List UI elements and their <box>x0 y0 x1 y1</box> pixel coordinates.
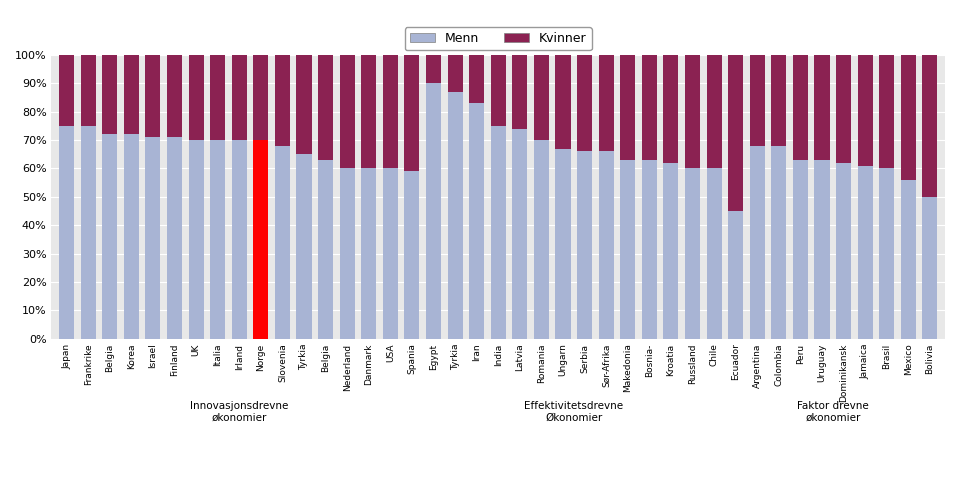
Bar <box>642 160 657 338</box>
Bar <box>684 168 700 338</box>
Bar <box>857 55 873 166</box>
Bar <box>728 55 743 211</box>
Bar <box>663 55 679 163</box>
Bar <box>81 126 96 338</box>
Bar <box>814 55 829 160</box>
Bar <box>771 146 786 338</box>
Bar <box>879 55 895 168</box>
Bar <box>231 55 247 140</box>
Bar <box>750 55 765 146</box>
Bar <box>728 211 743 338</box>
Bar <box>707 55 722 168</box>
Bar <box>836 163 852 338</box>
Bar <box>81 55 96 126</box>
Bar <box>663 163 679 338</box>
Bar <box>900 180 916 338</box>
Bar <box>447 92 463 338</box>
Bar <box>145 55 160 137</box>
Legend: Menn, Kvinner: Menn, Kvinner <box>405 27 591 50</box>
Bar <box>426 84 441 338</box>
Bar <box>684 55 700 168</box>
Bar <box>491 126 506 338</box>
Bar <box>857 166 873 338</box>
Bar <box>707 168 722 338</box>
Bar <box>59 55 74 126</box>
Bar <box>318 55 333 160</box>
Bar <box>361 168 376 338</box>
Bar <box>210 55 226 140</box>
Bar <box>404 55 420 172</box>
Bar <box>879 168 895 338</box>
Bar <box>620 160 636 338</box>
Bar <box>534 140 549 338</box>
Bar <box>167 55 182 137</box>
Bar <box>210 140 226 338</box>
Bar <box>124 134 139 338</box>
Bar <box>577 55 592 152</box>
Bar <box>513 128 527 338</box>
Bar <box>102 134 117 338</box>
Bar <box>771 55 786 146</box>
Bar <box>836 55 852 163</box>
Bar <box>188 55 204 140</box>
Bar <box>642 55 657 160</box>
Bar <box>793 55 808 160</box>
Bar <box>556 55 570 148</box>
Text: Faktor drevne
økonomier: Faktor drevne økonomier <box>797 401 869 422</box>
Bar <box>620 55 636 160</box>
Text: Innovasjonsdrevne
økonomier: Innovasjonsdrevne økonomier <box>190 401 288 422</box>
Bar <box>469 55 484 103</box>
Bar <box>426 55 441 84</box>
Bar <box>102 55 117 134</box>
Bar <box>275 146 290 338</box>
Bar <box>188 140 204 338</box>
Bar <box>814 160 829 338</box>
Bar <box>513 55 527 128</box>
Bar <box>167 137 182 338</box>
Bar <box>275 55 290 146</box>
Bar <box>253 140 269 338</box>
Bar <box>923 197 938 338</box>
Bar <box>750 146 765 338</box>
Bar <box>253 55 269 140</box>
Bar <box>318 160 333 338</box>
Bar <box>556 148 570 338</box>
Bar <box>340 55 354 168</box>
Bar <box>793 160 808 338</box>
Bar <box>145 137 160 338</box>
Bar <box>469 103 484 339</box>
Bar <box>297 55 312 154</box>
Bar <box>577 152 592 338</box>
Bar <box>404 172 420 338</box>
Bar <box>534 55 549 140</box>
Bar <box>297 154 312 338</box>
Bar <box>340 168 354 338</box>
Bar <box>383 168 397 338</box>
Text: Effektivitetsdrevne
Økonomier: Effektivitetsdrevne Økonomier <box>524 401 623 422</box>
Bar <box>383 55 397 168</box>
Bar <box>59 126 74 338</box>
Bar <box>599 55 613 152</box>
Bar <box>231 140 247 338</box>
Bar <box>599 152 613 338</box>
Bar <box>900 55 916 180</box>
Bar <box>491 55 506 126</box>
Bar <box>447 55 463 92</box>
Bar <box>923 55 938 197</box>
Bar <box>124 55 139 134</box>
Bar <box>361 55 376 168</box>
